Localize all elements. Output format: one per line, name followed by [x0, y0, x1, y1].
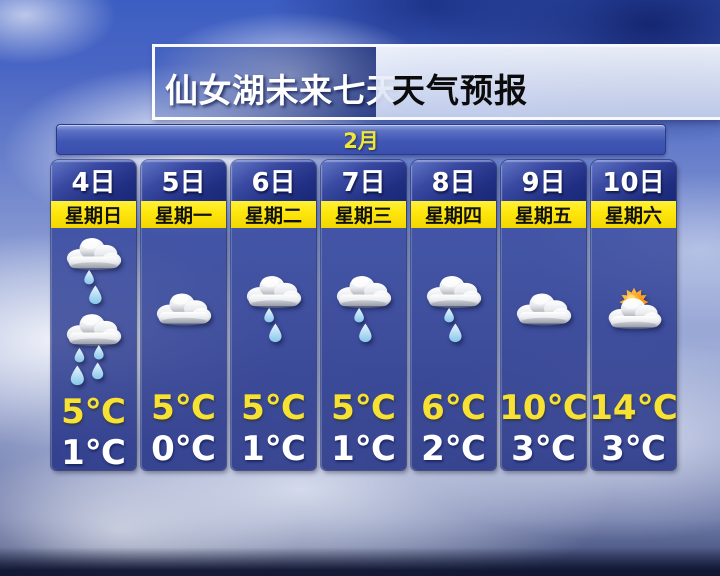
- location-title: 仙女湖未来七天: [155, 47, 399, 117]
- day-weekday: 星期一: [141, 201, 226, 228]
- cloud-light-rain-icon: [246, 276, 301, 343]
- high-temperature: 5℃: [331, 388, 396, 428]
- month-bar: 2月: [56, 124, 666, 155]
- cloud-light-rain-icon: [426, 276, 481, 343]
- high-temperature: 10℃: [501, 388, 586, 428]
- high-temperature: 14℃: [591, 388, 676, 428]
- day-date: 5日: [141, 160, 226, 201]
- day-column: 8日 星期四 6℃ 2℃: [411, 160, 496, 470]
- high-temperature: 5℃: [61, 392, 126, 432]
- sun-behind-cloud-icon: [608, 287, 661, 330]
- day-weekday: 星期二: [231, 201, 316, 228]
- day-date: 6日: [231, 160, 316, 201]
- forecast-columns: 4日 星期日 5℃ 1℃ 5日 星期一 5℃ 0℃ 6日 星期二 5℃ 1℃ 7…: [51, 160, 676, 470]
- low-temperature: 0℃: [151, 429, 216, 469]
- cloud-light-rain-icon: [66, 237, 121, 304]
- day-date: 10日: [591, 160, 676, 201]
- day-column: 10日 星期六 14℃ 3℃: [591, 160, 676, 470]
- day-date: 8日: [411, 160, 496, 201]
- low-temperature: 3℃: [511, 429, 576, 469]
- high-temperature: 5℃: [151, 388, 216, 428]
- cloud-moderate-rain-icon: [66, 314, 121, 386]
- day-weekday: 星期五: [501, 201, 586, 228]
- day-date: 9日: [501, 160, 586, 201]
- report-title: 天气预报: [376, 47, 720, 117]
- weather-icons: [501, 228, 586, 388]
- day-column: 9日 星期五 10℃ 3℃: [501, 160, 586, 470]
- day-date: 7日: [321, 160, 406, 201]
- day-weekday: 星期日: [51, 201, 136, 228]
- weather-icons: [141, 228, 226, 388]
- weather-icons: [591, 228, 676, 388]
- day-weekday: 星期三: [321, 201, 406, 228]
- day-column: 7日 星期三 5℃ 1℃: [321, 160, 406, 470]
- day-column: 6日 星期二 5℃ 1℃: [231, 160, 316, 470]
- low-temperature: 2℃: [421, 429, 486, 469]
- cloud-light-rain-icon: [336, 276, 391, 343]
- weather-icons: [231, 228, 316, 388]
- low-temperature: 3℃: [601, 429, 666, 469]
- day-column: 5日 星期一 5℃ 0℃: [141, 160, 226, 470]
- day-weekday: 星期六: [591, 201, 676, 228]
- weather-icons: [411, 228, 496, 388]
- low-temperature: 1℃: [61, 433, 126, 470]
- cloud-icon: [516, 293, 571, 326]
- cloud-icon: [156, 293, 211, 326]
- high-temperature: 6℃: [421, 388, 486, 428]
- weather-icons: [321, 228, 406, 388]
- low-temperature: 1℃: [331, 429, 396, 469]
- day-weekday: 星期四: [411, 201, 496, 228]
- title-bar: 仙女湖未来七天 天气预报: [152, 44, 720, 120]
- month-label: 2月: [343, 128, 379, 153]
- weather-icons: [51, 228, 136, 392]
- low-temperature: 1℃: [241, 429, 306, 469]
- high-temperature: 5℃: [241, 388, 306, 428]
- day-column: 4日 星期日 5℃ 1℃: [51, 160, 136, 470]
- day-date: 4日: [51, 160, 136, 201]
